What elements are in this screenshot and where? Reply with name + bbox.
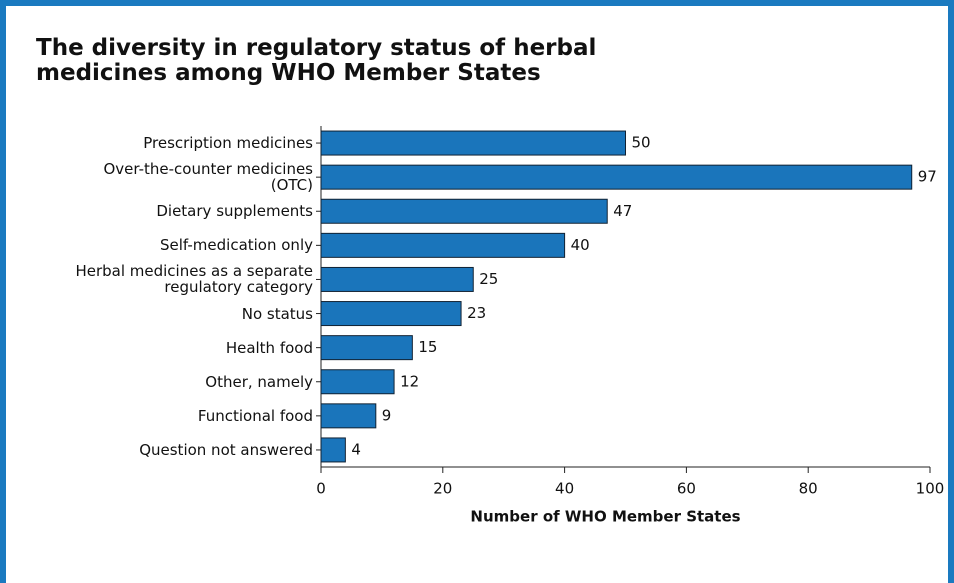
x-tick-label: 80 [799, 480, 818, 498]
value-label: 97 [918, 168, 937, 186]
value-label: 12 [400, 372, 419, 390]
x-tick-label: 20 [433, 480, 452, 498]
bar [320, 266, 474, 292]
y-tick-label: Prescription medicines [143, 134, 313, 153]
x-axis-label: Number of WHO Member States [470, 508, 740, 526]
x-tick-label: 0 [316, 480, 326, 498]
y-tick-label: Health food [225, 338, 313, 357]
chart-title: The diversity in regulatory status of he… [36, 35, 597, 86]
y-tick-label: Herbal medicines as a separate regulator… [75, 262, 313, 297]
y-tick-label: Dietary supplements [156, 202, 313, 221]
value-label: 15 [418, 338, 437, 356]
y-tick-label: Self-medication only [160, 236, 313, 255]
y-tick-label: Functional food [197, 406, 313, 425]
bar [320, 403, 377, 429]
y-tick-label: Other, namely [205, 372, 313, 391]
value-label: 50 [632, 134, 651, 152]
y-tick-label: Over-the-counter medicines (OTC) [103, 160, 313, 195]
x-tick-label: 100 [916, 480, 945, 498]
value-label: 9 [382, 406, 392, 424]
value-label: 47 [613, 202, 632, 220]
bar [320, 164, 913, 190]
x-tick-label: 60 [677, 480, 696, 498]
value-label: 25 [479, 270, 498, 288]
value-label: 4 [351, 440, 361, 458]
y-tick-label: Question not answered [139, 440, 313, 459]
value-label: 23 [467, 304, 486, 322]
chart: 0 20 40 60 80 100 Number of WHO Member States 5… [316, 126, 945, 526]
value-label: 40 [571, 236, 590, 254]
bar [320, 232, 566, 258]
bar [320, 437, 346, 463]
x-tick-label: 40 [555, 480, 574, 498]
bar [320, 130, 626, 156]
bar [320, 198, 608, 224]
y-tick-label: No status [241, 304, 313, 323]
bar [320, 301, 462, 327]
bar [320, 335, 413, 361]
bar [320, 369, 395, 395]
